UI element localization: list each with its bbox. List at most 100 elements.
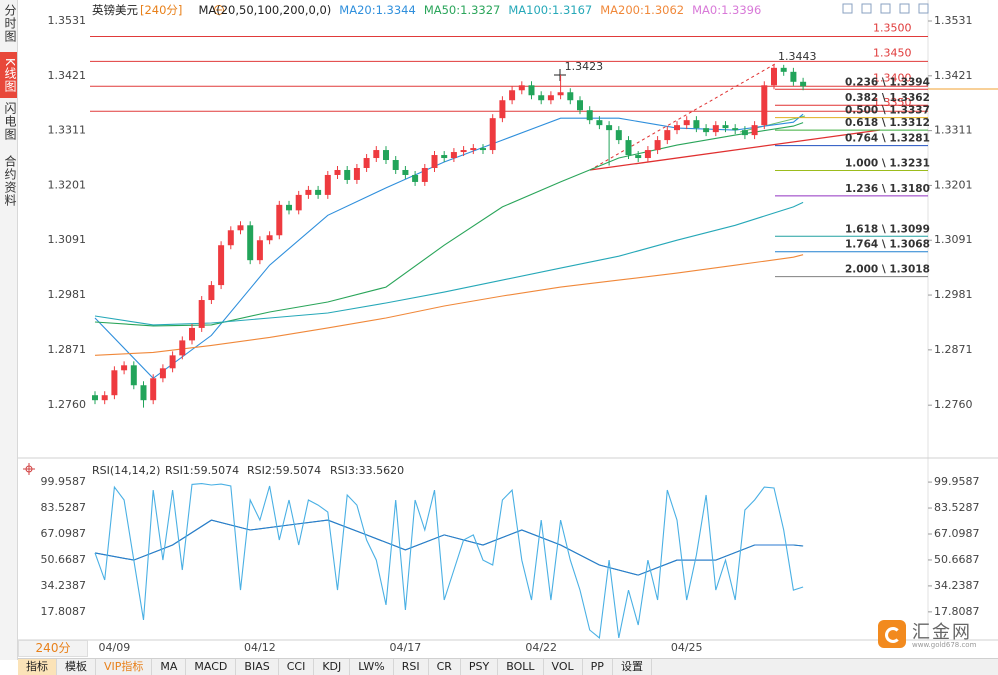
y-tick-label: 1.3201 (934, 178, 973, 191)
y-tick-label: 34.2387 (41, 579, 87, 592)
candle-body (703, 128, 710, 133)
y-tick-label: 99.9587 (41, 475, 87, 488)
candle-body (237, 225, 244, 231)
toolbar-button[interactable]: VOL (544, 659, 583, 675)
candle-body (111, 370, 118, 396)
toolbar-button[interactable]: MA (152, 659, 187, 675)
toolbar-button[interactable]: 模板 (57, 659, 96, 675)
icon[interactable] (918, 3, 929, 14)
candle-body (790, 71, 797, 82)
toolbar-button[interactable]: LW% (350, 659, 394, 675)
fib-label: 0.764 \ 1.3281 (845, 133, 930, 145)
tab[interactable]: 合约资料 (3, 155, 17, 207)
settings-icon[interactable] (214, 5, 224, 15)
candle-body (567, 92, 574, 101)
candle-body (373, 150, 380, 159)
candle-body (315, 189, 322, 195)
toolbar-button[interactable]: BIAS (236, 659, 279, 675)
candle-body (450, 152, 457, 159)
toolbar-button[interactable]: CCI (279, 659, 315, 675)
fib-label: 0.618 \ 1.3312 (845, 117, 930, 129)
legend-item: RSI1:59.5074 (165, 464, 239, 477)
toolbar-button[interactable]: MACD (186, 659, 237, 675)
toolbar: 指标 模板 VIP指标 MA MACD BIAS CCI KDJ LW% RSI CR PSY BOLL… (18, 658, 998, 675)
fib-label: 0.500 \ 1.3337 (845, 105, 930, 117)
symbol: 英镑美元 (92, 3, 138, 17)
candle-body (674, 125, 680, 131)
candle-body (441, 155, 448, 159)
candle-body (334, 169, 341, 175)
y-tick-label: 1.3421 (934, 69, 973, 82)
toolbar-button[interactable]: VIP指标 (96, 659, 153, 675)
x-tick-label: 04/12 (244, 641, 276, 654)
x-tick-label: 04/25 (671, 641, 703, 654)
y-tick-label: 1.3531 (48, 14, 87, 27)
fib-label: 0.236 \ 1.3394 (845, 76, 930, 88)
candle-body (130, 365, 137, 386)
icon[interactable] (899, 3, 910, 14)
period: [240分] (140, 3, 183, 17)
candle-body (460, 150, 467, 153)
candle-body (421, 167, 428, 182)
tab[interactable]: 分时图 (3, 4, 17, 43)
candle-body (644, 150, 651, 159)
candle-body (751, 125, 758, 136)
y-tick-label: 1.3091 (48, 233, 87, 246)
candle-body (470, 148, 477, 151)
tab[interactable]: K线图 (0, 52, 17, 98)
candle-body (402, 169, 409, 175)
y-tick-label: 34.2387 (934, 579, 980, 592)
candle-body (286, 204, 292, 211)
icon[interactable] (861, 3, 872, 14)
logo-text: 汇金网 (912, 622, 972, 643)
y-tick-label: 1.2981 (934, 288, 973, 301)
high-label: 1.3423 (565, 60, 604, 73)
candle-body (140, 385, 147, 401)
y-tick-label: 1.2760 (934, 398, 973, 411)
period-button[interactable]: 240分 (18, 640, 88, 657)
candle-body (693, 120, 700, 129)
candle-body (557, 92, 564, 96)
icon[interactable] (880, 3, 891, 14)
trend-line (589, 129, 881, 171)
indicator: MA(20,50,100,200,0,0) (198, 3, 332, 17)
toolbar-button[interactable]: 指标 (18, 659, 57, 675)
rsi-title: RSI(14,14,2) (92, 464, 160, 477)
legend-item: MA100:1.3167 (508, 3, 593, 17)
y-tick-label: 1.2981 (48, 288, 87, 301)
toolbar-button[interactable]: PSY (461, 659, 499, 675)
icon[interactable] (842, 3, 853, 14)
ma-line (94, 122, 804, 327)
candle-body (227, 230, 234, 246)
y-tick-label: 1.3091 (934, 233, 973, 246)
toolbar-button[interactable]: BOLL (498, 659, 544, 675)
toolbar-button[interactable]: RSI (394, 659, 429, 675)
candle-body (218, 245, 225, 286)
toolbar-button[interactable]: KDJ (314, 659, 351, 675)
tab[interactable]: 闪电图 (3, 102, 17, 141)
candle-body (305, 189, 312, 195)
y-tick-label: 99.9587 (934, 475, 980, 488)
fib-label: 0.382 \ 1.3362 (845, 92, 930, 104)
candle-body (353, 167, 360, 180)
toolbar-button[interactable]: CR (429, 659, 461, 675)
candle-body (732, 128, 739, 131)
candle-body (712, 125, 719, 133)
toolbar-button[interactable]: PP (583, 659, 613, 675)
candle-body (771, 67, 777, 86)
legend-item: RSI3:33.5620 (330, 464, 404, 477)
candle-body (800, 81, 807, 87)
x-tick-label: 04/17 (390, 641, 422, 654)
candle-body (615, 130, 622, 141)
x-tick-label: 04/09 (99, 641, 131, 654)
toolbar-button[interactable]: 设置 (613, 659, 652, 675)
trend-line (739, 115, 806, 133)
legend-item: MA200:1.3062 (600, 3, 685, 17)
candle-body (101, 395, 108, 401)
fib-label: 1.618 \ 1.3099 (845, 223, 930, 235)
y-tick-label: 1.2760 (48, 398, 87, 411)
candle-body (635, 155, 642, 159)
candle-body (577, 100, 583, 111)
